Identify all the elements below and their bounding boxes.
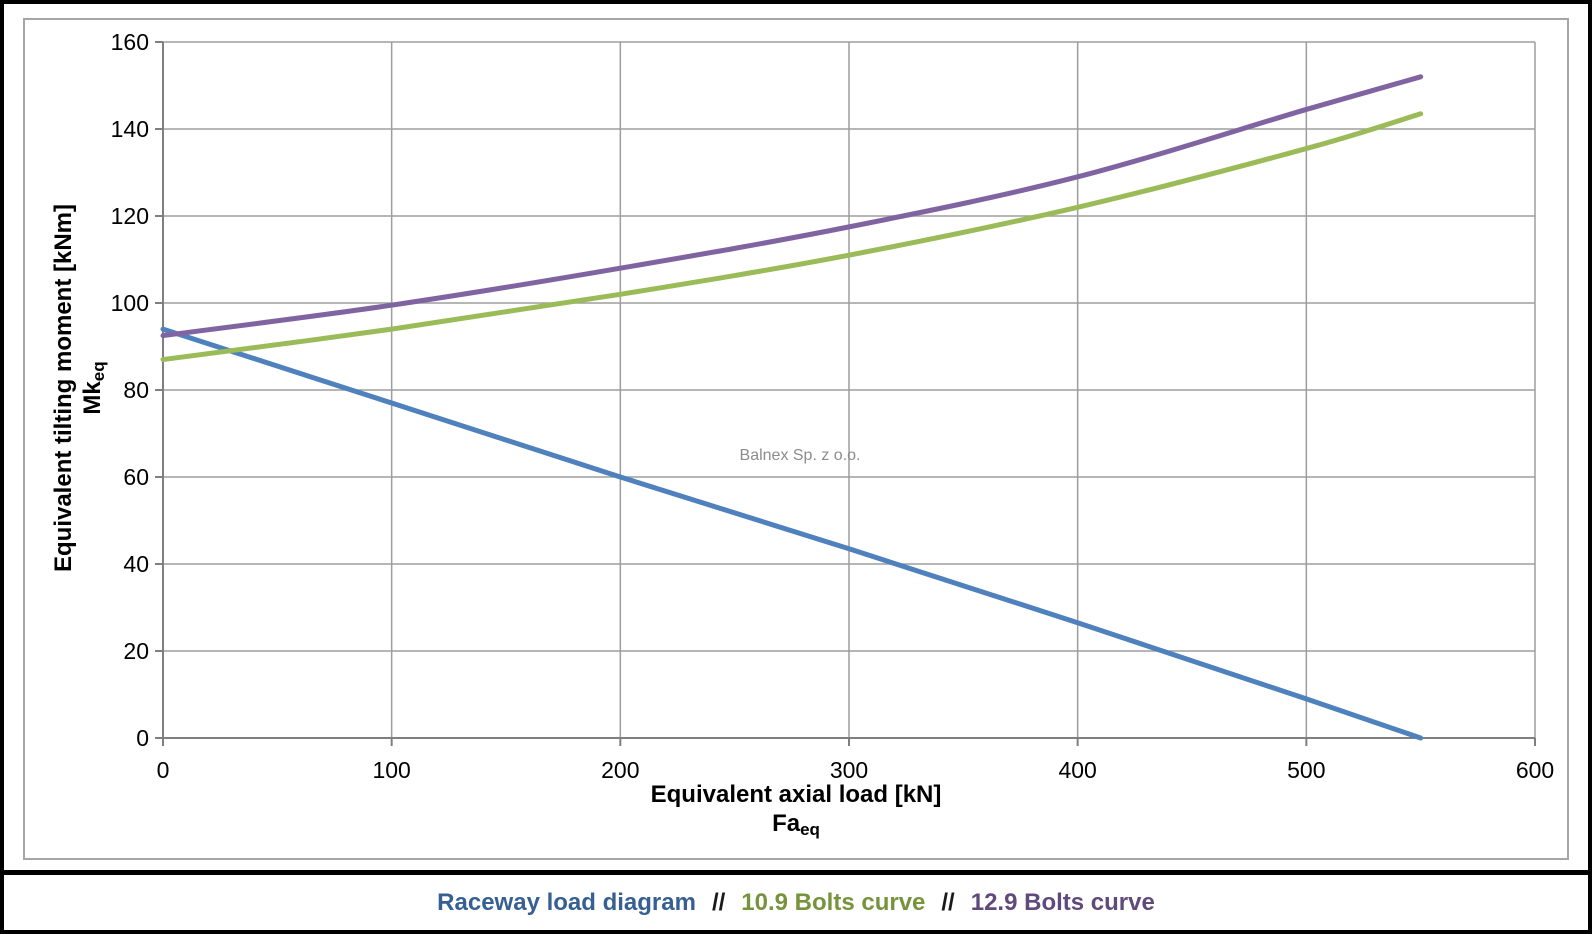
x-tick-label: 300 bbox=[830, 757, 868, 783]
y-tick-label: 100 bbox=[111, 290, 149, 316]
y-tick-label: 120 bbox=[111, 203, 149, 229]
y-axis-title-text: Equivalent tilting moment [kNm] bbox=[50, 203, 77, 573]
x-tick-label: 400 bbox=[1058, 757, 1096, 783]
legend-item-separator: // bbox=[711, 888, 726, 916]
x-tick-label: 100 bbox=[372, 757, 410, 783]
y-axis-symbol: Mkeq bbox=[79, 361, 108, 415]
watermark: Balnex Sp. z o.o. bbox=[739, 447, 861, 464]
y-tick-label: 160 bbox=[111, 29, 149, 55]
y-tick-label: 80 bbox=[123, 377, 149, 403]
legend-separator-line bbox=[4, 870, 1588, 875]
chart-frame: 0 100 200 300 400 500 600 0 20 40 60 80 100 120 140 160… bbox=[23, 18, 1569, 860]
series-raceway-load-diagram bbox=[160, 326, 1424, 741]
legend-item-raceway-load-diagram: Raceway load diagram bbox=[437, 888, 696, 916]
y-tick-label: 60 bbox=[123, 464, 149, 490]
x-tick-label: 500 bbox=[1287, 757, 1325, 783]
legend: Raceway load diagram // 10.9 Bolts curve… bbox=[4, 875, 1588, 930]
x-tick-label: 200 bbox=[601, 757, 639, 783]
plot-area: 0 100 200 300 400 500 600 0 20 40 60 80 100 120 140 160 bbox=[111, 29, 1555, 783]
x-axis-symbol: Faeq bbox=[772, 810, 820, 839]
y-tick-label: 20 bbox=[123, 638, 149, 664]
x-tick-label: 600 bbox=[1516, 757, 1554, 783]
series-12-9-bolts-curve bbox=[160, 74, 1424, 339]
x-axis-title: Equivalent axial load [kN] Faeq bbox=[651, 780, 942, 844]
y-axis-title: Equivalent tilting moment [kNm] Mkeq bbox=[49, 204, 113, 572]
y-tick-label: 0 bbox=[136, 725, 149, 751]
y-tick-label: 40 bbox=[123, 551, 149, 577]
legend-item-12-9-bolts-curve: 12.9 Bolts curve bbox=[970, 888, 1155, 916]
x-axis-title-text: Equivalent axial load [kN] bbox=[650, 781, 942, 808]
x-tick-label: 0 bbox=[157, 757, 170, 783]
legend-item-separator: // bbox=[941, 888, 955, 916]
y-tick-label: 140 bbox=[111, 116, 149, 142]
legend-item-10-9-bolts-curve: 10.9 Bolts curve bbox=[741, 888, 926, 916]
series-10-9-bolts-curve bbox=[160, 111, 1424, 363]
